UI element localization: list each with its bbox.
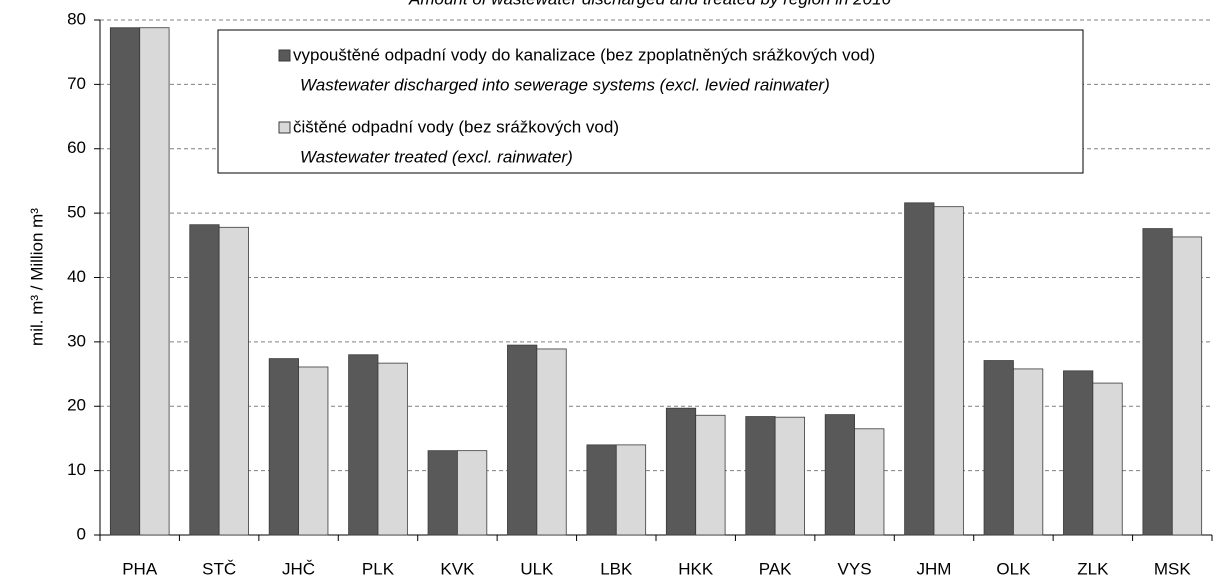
- bar: [427, 450, 458, 536]
- x-tick-label: PHA: [122, 559, 158, 578]
- x-tick-label: JHM: [917, 559, 952, 578]
- x-tick-label: VYS: [838, 559, 872, 578]
- bar: [1171, 236, 1203, 536]
- bar: [536, 348, 567, 536]
- y-tick-label: 30: [67, 331, 86, 350]
- bar: [665, 407, 697, 536]
- bar: [377, 362, 408, 536]
- chart-title: Amount of wastewater discharged and trea…: [408, 0, 892, 8]
- y-tick-label: 60: [67, 138, 86, 157]
- bar: [109, 27, 141, 536]
- bar: [1092, 382, 1123, 536]
- y-tick-label: 40: [67, 267, 86, 286]
- bar: [615, 444, 647, 536]
- bar: [854, 428, 885, 536]
- x-tick-label: PAK: [759, 559, 792, 578]
- y-tick-label: 0: [77, 524, 86, 543]
- legend-label: čištěné odpadní vody (bez srážkových vod…: [293, 117, 619, 136]
- bar: [745, 416, 776, 536]
- legend-swatch: [278, 49, 291, 62]
- x-tick-label: ULK: [520, 559, 554, 578]
- bar: [586, 444, 617, 536]
- bar: [218, 226, 249, 536]
- bar: [774, 416, 805, 536]
- x-tick-label: KVK: [440, 559, 475, 578]
- y-tick-label: 20: [67, 396, 86, 415]
- legend-swatch: [278, 121, 291, 134]
- bar: [983, 360, 1014, 536]
- x-tick-label: ZLK: [1077, 559, 1109, 578]
- y-axis-label: mil. m³ / Million m³: [27, 208, 46, 346]
- bar: [1063, 370, 1094, 536]
- bar: [268, 358, 299, 536]
- bar: [933, 206, 964, 536]
- x-tick-label: MSK: [1154, 559, 1192, 578]
- bar: [139, 27, 170, 536]
- bar: [904, 202, 935, 536]
- bar: [348, 354, 379, 536]
- bar: [507, 344, 538, 536]
- bar: [695, 414, 726, 536]
- bar: [1142, 228, 1173, 536]
- y-tick-label: 50: [67, 203, 86, 222]
- x-tick-label: HKK: [678, 559, 714, 578]
- legend-label: vypouštěné odpadní vody do kanalizace (b…: [293, 45, 875, 64]
- bar: [1013, 368, 1044, 536]
- x-tick-label: PLK: [362, 559, 395, 578]
- x-tick-label: JHČ: [282, 559, 315, 578]
- y-tick-label: 70: [67, 74, 86, 93]
- x-tick-label: LBK: [600, 559, 633, 578]
- y-tick-label: 10: [67, 460, 86, 479]
- legend-label-en: Wastewater discharged into sewerage syst…: [300, 75, 830, 94]
- x-tick-label: STČ: [202, 559, 236, 578]
- legend-box: [217, 29, 1084, 174]
- legend-label-en: Wastewater treated (excl. rainwater): [300, 147, 573, 166]
- bar: [824, 414, 855, 536]
- x-tick-label: OLK: [996, 559, 1031, 578]
- bar: [189, 224, 220, 536]
- bar: [298, 366, 329, 536]
- bar: [457, 450, 488, 536]
- y-tick-label: 80: [67, 9, 86, 28]
